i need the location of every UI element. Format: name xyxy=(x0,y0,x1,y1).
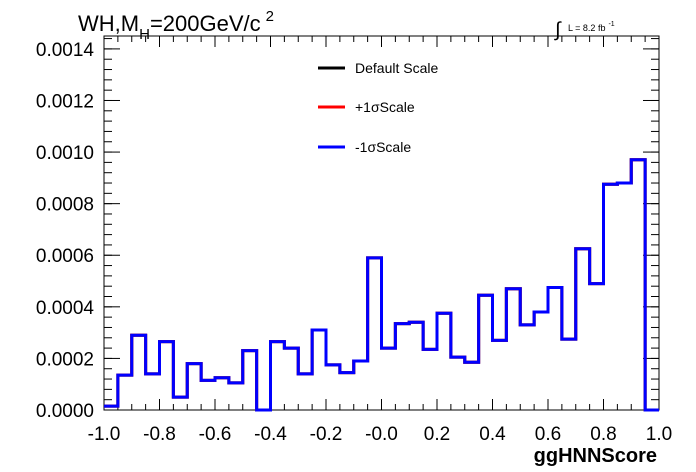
y-tick-label: 0.0004 xyxy=(36,298,95,319)
legend-label-1: +1σScale xyxy=(355,99,415,115)
legend-label-2: -1σScale xyxy=(355,139,411,155)
title-superscript: 2 xyxy=(266,8,274,25)
x-tick-label: 0.2 xyxy=(424,424,450,445)
lumi-label: L = 8.2 fb -1 xyxy=(568,21,615,33)
series-line-2 xyxy=(104,158,659,412)
axis-ticks xyxy=(103,36,660,411)
y-tick-label: 0.0014 xyxy=(36,40,95,61)
x-tick-label: -0.6 xyxy=(199,424,232,445)
lumi-text: L = 8.2 fb xyxy=(568,23,605,33)
y-tick-label: 0.0008 xyxy=(36,195,94,216)
y-tick-label: 0.0012 xyxy=(36,91,94,112)
x-tick-label: 0.6 xyxy=(535,424,561,445)
x-tick-label: -0.8 xyxy=(143,424,176,445)
lumi-superscript: -1 xyxy=(608,21,614,28)
y-tick-label: 0.0006 xyxy=(36,246,94,267)
x-tick-label: 0.4 xyxy=(479,424,506,445)
y-tick-labels: 0.0000 0.0002 0.0004 0.0006 0.0008 0.0010 0.00… xyxy=(36,40,95,422)
x-tick-label: -0.2 xyxy=(310,424,343,445)
x-axis-label: ggHNNScore xyxy=(534,445,657,467)
series-group xyxy=(104,158,659,412)
chart-title: WH,MH=200GeV/c 2 xyxy=(78,8,274,43)
x-tick-label: 1.0 xyxy=(646,424,672,445)
legend-label-0: Default Scale xyxy=(355,60,438,76)
title-subscript: H xyxy=(139,26,150,43)
x-tick-label: -0.4 xyxy=(254,424,287,445)
x-tick-label: 0.8 xyxy=(590,424,616,445)
legend: Default Scale +1σScale -1σScale xyxy=(318,60,438,155)
x-tick-labels: -1.0 -0.8 -0.6 -0.4 -0.2 -0.0 0.2 0.4 0.6 0.8 1.0 xyxy=(88,424,673,445)
lumi-symbol: ∫ xyxy=(554,19,562,41)
x-tick-label: -0.0 xyxy=(365,424,398,445)
y-tick-label: 0.0010 xyxy=(36,143,94,164)
y-tick-label: 0.0002 xyxy=(36,349,94,370)
y-tick-label: 0.0000 xyxy=(36,401,94,422)
x-tick-label: -1.0 xyxy=(88,424,121,445)
title-rest: =200GeV/c xyxy=(150,11,261,36)
title-main: WH,M xyxy=(78,11,139,36)
